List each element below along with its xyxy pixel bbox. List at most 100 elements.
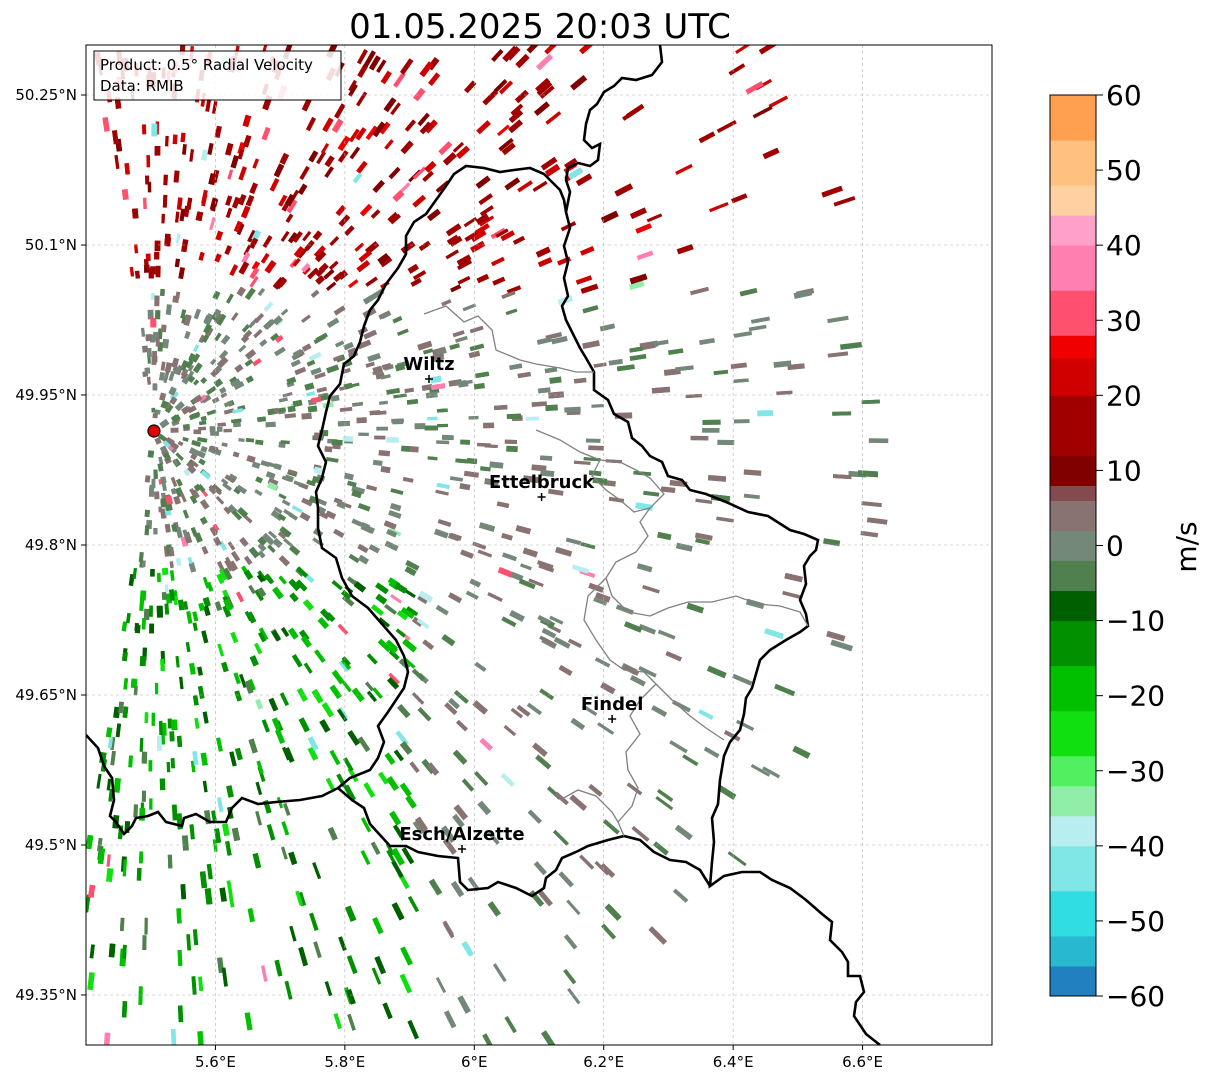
radar-echo-bin xyxy=(539,455,553,461)
radar-echo-bin xyxy=(442,838,457,855)
radar-echo-bin xyxy=(320,608,333,622)
radar-echo-bin xyxy=(189,824,195,840)
radar-echo-bin xyxy=(509,610,525,622)
colorbar-segment xyxy=(1050,710,1096,757)
colorbar-tick-label: 10 xyxy=(1106,454,1142,487)
radar-echo-bin xyxy=(376,59,387,73)
radar-echo-bin xyxy=(324,981,333,997)
radar-echo-bin xyxy=(493,79,508,93)
colorbar-tick-label: −30 xyxy=(1106,755,1165,788)
radar-echo-bin xyxy=(288,512,299,521)
radar-echo-bin xyxy=(492,963,507,983)
radar-echo-bin xyxy=(183,314,192,326)
radar-echo-bin xyxy=(501,532,513,541)
radar-echo-bin xyxy=(435,976,447,994)
radar-echo-bin xyxy=(217,643,225,657)
radar-echo-bin xyxy=(261,126,271,141)
radar-echo-bin xyxy=(743,469,762,476)
radar-echo-bin xyxy=(448,697,460,710)
radar-echo-bin xyxy=(149,623,155,634)
radar-echo-bin xyxy=(656,788,674,802)
radar-echo-bin xyxy=(180,309,187,319)
radar-echo-bin xyxy=(371,967,382,985)
radar-echo-bin xyxy=(122,859,128,877)
radar-echo-bin xyxy=(206,863,213,880)
radar-echo-bin xyxy=(422,639,434,650)
radar-echo-bin xyxy=(193,429,202,435)
radar-echo-bin xyxy=(450,881,465,898)
radar-echo-bin xyxy=(214,332,222,342)
radar-echo-bin xyxy=(573,377,587,384)
radar-echo-bin xyxy=(490,256,505,267)
radar-echo-bin xyxy=(187,375,196,383)
radar-echo-bin xyxy=(144,917,148,935)
radar-echo-bin xyxy=(146,155,151,168)
radar-echo-bin xyxy=(142,345,149,353)
radar-echo-bin xyxy=(200,415,207,422)
radar-echo-bin xyxy=(302,599,315,611)
city-marker xyxy=(457,845,466,853)
colorbar-segment xyxy=(1050,665,1096,712)
radar-echo-bin xyxy=(144,525,150,536)
radar-echo-bin xyxy=(600,863,616,878)
radar-echo-bin xyxy=(108,943,116,958)
radar-echo-bin xyxy=(600,210,619,224)
radar-echo-bin xyxy=(541,628,557,639)
radar-echo-bin xyxy=(386,849,396,863)
city-marker xyxy=(608,715,617,723)
radar-echo-bin xyxy=(176,197,183,210)
radar-echo-bin xyxy=(160,658,165,672)
radar-echo-bin xyxy=(238,344,247,353)
radar-echo-bin xyxy=(211,169,220,183)
radar-echo-bin xyxy=(300,635,312,648)
radar-echo-bin xyxy=(293,246,305,258)
radar-echo-bin xyxy=(291,505,303,514)
radar-echo-bin xyxy=(456,259,473,271)
radar-echo-bin xyxy=(177,1005,184,1023)
radar-echo-bin xyxy=(716,516,735,523)
radar-echo-bin xyxy=(168,370,176,382)
radar-echo-bin xyxy=(349,146,361,160)
radar-echo-bin xyxy=(379,400,388,405)
colorbar-segment xyxy=(1050,755,1096,787)
colorbar-segment xyxy=(1050,245,1096,291)
radar-echo-bin xyxy=(314,649,326,663)
radar-echo-bin xyxy=(241,324,251,333)
radar-echo-bin xyxy=(200,376,208,385)
radar-echo-bin xyxy=(444,702,458,715)
radar-echo-bin xyxy=(735,45,754,54)
radar-echo-bin xyxy=(380,374,391,380)
radar-echo-bin xyxy=(665,651,682,662)
radar-echo-bin xyxy=(390,594,403,604)
radar-echo-bin xyxy=(375,593,388,605)
radar-echo-bin xyxy=(510,103,524,116)
radar-echo-bin xyxy=(588,445,604,451)
radar-echo-bin xyxy=(628,280,645,291)
radar-echo-bin xyxy=(702,419,721,425)
radar-echo-bin xyxy=(136,867,142,881)
radar-echo-bin xyxy=(386,776,399,791)
radar-echo-bin xyxy=(177,949,183,967)
radar-echo-bin xyxy=(393,393,407,399)
radar-echo-bin xyxy=(169,396,178,405)
radar-echo-bin xyxy=(278,575,287,585)
radar-echo-bin xyxy=(346,576,358,586)
radar-echo-bin xyxy=(305,116,317,132)
radar-echo-bin xyxy=(296,566,309,578)
radar-echo-bin xyxy=(318,262,329,273)
radar-echo-bin xyxy=(210,445,219,452)
radar-echo-bin xyxy=(430,383,446,391)
colorbar-segment xyxy=(1050,455,1096,486)
radar-echo-bin xyxy=(316,151,327,165)
radar-echo-bin xyxy=(830,639,853,652)
radar-echo-bin xyxy=(441,434,454,441)
radar-echo-bin xyxy=(523,475,540,484)
radar-echo-bin xyxy=(173,170,180,183)
radar-echo-bin xyxy=(413,87,426,102)
radar-echo-bin xyxy=(417,112,430,127)
radar-echo-bin xyxy=(508,119,524,134)
radar-echo-bin xyxy=(169,731,175,742)
radar-echo-bin xyxy=(315,275,326,285)
country-border xyxy=(560,45,881,1045)
radar-echo-bin xyxy=(706,665,727,679)
